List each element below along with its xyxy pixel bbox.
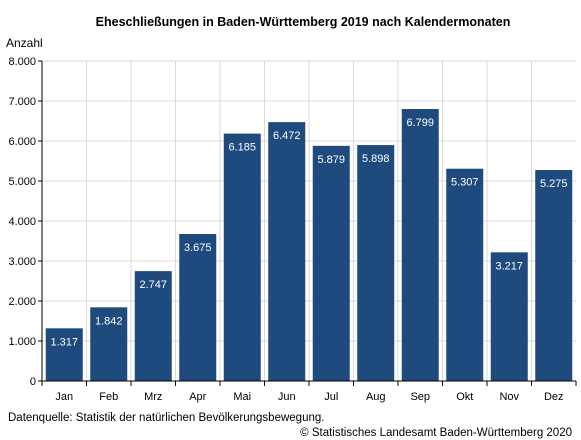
x-tick-label: Sep	[410, 391, 430, 403]
data-label: 5.307	[451, 177, 479, 189]
data-label: 1.317	[50, 336, 78, 348]
y-tick-label: 1.000	[8, 336, 36, 348]
data-label: 2.747	[139, 279, 167, 291]
bar	[223, 133, 261, 381]
bar	[401, 109, 439, 381]
bars: 1.317 1.842 2.747 3.675 6.185 6.472 5.879 5.898…	[45, 109, 573, 382]
chart-title: Eheschließungen in Baden-Württemberg 201…	[96, 15, 511, 29]
y-tick-label: 5.000	[8, 176, 36, 188]
x-tick-label: Dez	[544, 391, 564, 403]
gridlines	[42, 60, 576, 382]
bar	[446, 168, 484, 381]
bar	[45, 328, 83, 381]
y-tick-label: 0	[30, 376, 36, 388]
axes: 0 1.000 2.000 3.000 4.000 5.000 6.000 7.000 8.00…	[8, 56, 577, 403]
bar	[312, 145, 350, 381]
data-source-note: Datenquelle: Statistik der natürlichen B…	[8, 412, 325, 424]
data-label: 6.472	[273, 130, 301, 142]
bar	[490, 252, 528, 381]
data-label: 1.842	[95, 315, 123, 327]
x-tick-label: Jan	[55, 391, 73, 403]
x-tick-label: Okt	[456, 391, 473, 403]
bar	[268, 122, 306, 382]
x-tick-label: Jun	[278, 391, 296, 403]
data-label: 3.217	[495, 260, 523, 272]
data-label: 6.799	[406, 117, 434, 129]
data-label: 5.275	[540, 178, 568, 190]
bar	[179, 234, 217, 381]
data-label: 3.675	[184, 242, 212, 254]
x-tick-label: Aug	[366, 391, 386, 403]
y-tick-label: 4.000	[8, 216, 36, 228]
bar	[90, 307, 128, 381]
bar	[357, 145, 395, 381]
y-tick-label: 3.000	[8, 256, 36, 268]
x-tick-label: Apr	[189, 391, 206, 403]
bar	[535, 170, 573, 381]
y-tick-label: 7.000	[8, 96, 36, 108]
x-tick-label: Mrz	[144, 391, 162, 403]
y-tick-label: 6.000	[8, 136, 36, 148]
y-tick-label: 2.000	[8, 296, 36, 308]
x-tick-label: Feb	[99, 391, 118, 403]
data-label: 5.879	[317, 154, 345, 166]
x-tick-label: Nov	[499, 391, 519, 403]
data-label: 5.898	[362, 153, 390, 165]
x-tick-label: Jul	[324, 391, 338, 403]
data-label: 6.185	[228, 142, 256, 154]
bar	[134, 271, 172, 381]
y-axis-label: Anzahl	[6, 36, 43, 50]
y-tick-label: 8.000	[8, 56, 36, 68]
copyright-note: © Statistisches Landesamt Baden-Württemb…	[300, 427, 572, 439]
x-tick-label: Mai	[233, 391, 251, 403]
